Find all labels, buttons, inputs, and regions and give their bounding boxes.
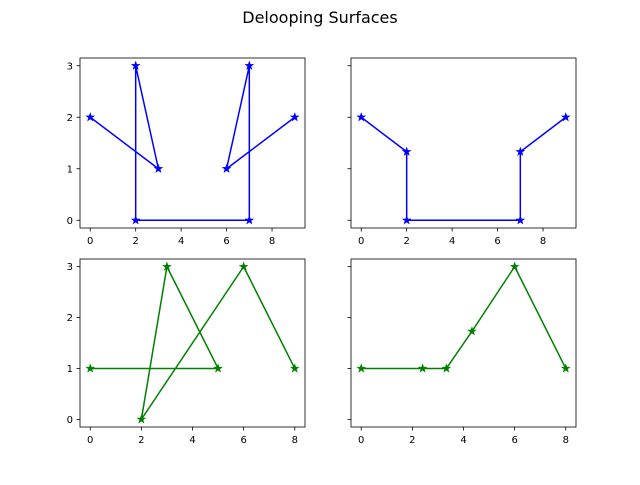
data-point [136,414,147,424]
x-tick-label: 0 [87,435,93,446]
y-tick-label: 3 [67,61,73,72]
x-tick-label: 0 [87,236,93,247]
series-line [361,265,567,370]
data-point [244,60,255,70]
data-point [467,326,477,336]
y-tick-label: 1 [67,364,73,375]
data-point [238,261,249,271]
x-tick-label: 2 [132,236,138,247]
y-tick-label: 2 [67,313,73,324]
data-point [289,112,300,122]
data-point [356,112,367,122]
y-tick-label: 3 [67,262,73,273]
data-point [85,112,96,122]
x-tick-label: 0 [358,236,364,247]
data-point [289,363,300,373]
data-point [515,146,526,156]
x-tick-label: 4 [449,236,455,247]
x-tick-label: 2 [409,435,415,446]
axes-frame [350,57,577,229]
data-point [417,363,428,373]
chart-panel-top-left: 0 2 4 6 8 0 1 2 3 [67,57,306,247]
x-tick-label: 8 [292,435,298,446]
data-point [560,112,571,122]
data-point [153,163,164,173]
data-point [515,215,526,225]
x-tick-label: 2 [138,435,144,446]
x-tick-label: 2 [403,236,409,247]
x-tick-label: 4 [460,435,466,446]
data-point [244,215,255,225]
figure-title: Delooping Surfaces [242,8,397,27]
data-point [509,261,520,271]
data-point [130,60,141,70]
x-tick-label: 8 [269,236,275,247]
x-tick-label: 6 [240,435,246,446]
data-point [221,163,232,173]
chart-panel-bottom-right: 0 2 4 6 8 [347,258,577,446]
x-tick-label: 4 [189,435,195,446]
series-line [90,265,296,421]
data-point [162,261,172,271]
data-point [401,215,412,225]
y-tick-label: 2 [67,113,73,124]
data-point [401,146,412,156]
y-tick-label: 0 [67,216,73,227]
chart-panel-top-right: 0 2 4 6 8 [347,57,577,247]
series-line [89,64,296,222]
data-point [356,363,367,373]
x-tick-label: 6 [223,236,229,247]
y-tick-label: 0 [67,415,73,426]
data-point [213,363,223,373]
chart-panel-bottom-left: 0 2 4 6 8 0 1 2 3 [67,258,306,446]
x-tick-label: 6 [494,236,500,247]
series-line [360,116,567,222]
data-point [560,363,571,373]
data-point [130,215,141,225]
x-tick-label: 0 [358,435,364,446]
data-point [85,363,96,373]
y-tick-label: 1 [67,164,73,175]
x-tick-label: 6 [511,435,517,446]
x-tick-label: 8 [540,236,546,247]
x-tick-label: 8 [563,435,569,446]
x-tick-label: 4 [178,236,184,247]
data-point [441,363,452,373]
axes-frame [79,57,306,229]
